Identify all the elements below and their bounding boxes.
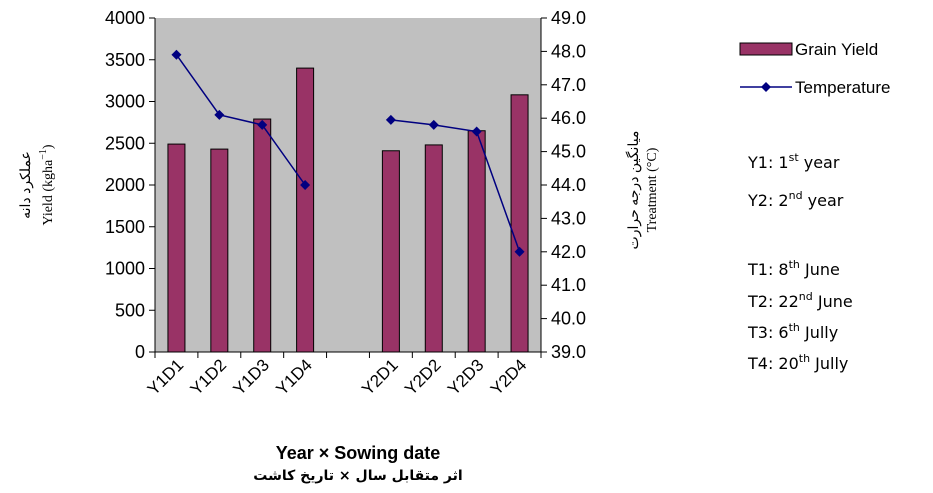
temperature-line-segment <box>390 119 521 253</box>
x-tick-label: Y2D1 <box>358 355 402 399</box>
left-y-tick-label: 3000 <box>105 92 145 112</box>
notes-block: Y1: 1st year Y2: 2nd year T1: 8th June T2: … <box>747 151 853 373</box>
right-y-tick-label: 46.0 <box>551 108 586 128</box>
temperature-point-y1d3 <box>257 119 268 130</box>
right-y-tick-label: 45.0 <box>551 142 586 162</box>
note-line: T4: 20th Jully <box>747 352 848 373</box>
temperature-point-y1d4 <box>300 180 311 190</box>
bar-series-grain-yield <box>167 67 529 353</box>
left-y-tick-label: 4000 <box>105 8 145 28</box>
left-y-tick-label: 2500 <box>105 133 145 153</box>
right-y-tick-label: 39.0 <box>551 342 586 362</box>
x-tick-label: Y2D4 <box>487 355 531 399</box>
line-series-temperature <box>171 49 525 257</box>
x-tick-label: Y1D4 <box>272 355 316 399</box>
right-y-tick-label: 47.0 <box>551 75 586 95</box>
right-y-tick-label: 42.0 <box>551 242 586 262</box>
legend: Grain Yield Temperature <box>739 40 890 97</box>
right-y-tick-label: 41.0 <box>551 275 586 295</box>
bar-y2d4 <box>510 94 529 353</box>
x-tick-label: Y1D1 <box>144 355 188 399</box>
x-tick-label: Y2D2 <box>401 355 445 399</box>
note-line: T3: 6th Jully <box>747 321 838 342</box>
legend-swatch-temperature-marker <box>761 82 771 92</box>
right-y-tick-label: 44.0 <box>551 175 586 195</box>
legend-label-temperature: Temperature <box>795 78 890 97</box>
note-line: T2: 22nd June <box>747 290 853 311</box>
temperature-point-y1d2 <box>214 109 225 120</box>
note-line: Y1: 1st year <box>747 151 840 172</box>
x-axis-title: Year × Sowing date <box>276 443 441 463</box>
right-y-axis-title-fa: میانگین درجه حرارت <box>625 131 642 250</box>
bar-y2d1 <box>381 150 400 353</box>
legend-label-grain-yield: Grain Yield <box>795 40 878 59</box>
temperature-point-y2d2 <box>428 119 439 130</box>
bar-y2d3 <box>467 130 486 353</box>
bar-y1d3 <box>253 118 272 353</box>
temperature-point-y2d4 <box>514 246 525 257</box>
x-axis: Y1D1 Y1D2 Y1D3 Y1D4 Y2D1 Y2D2 Y2D3 Y2D4 <box>144 352 542 399</box>
left-y-tick-label: 0 <box>135 342 145 362</box>
bar-y1d4 <box>296 67 315 353</box>
temperature-point-y2d1 <box>385 114 396 125</box>
left-y-axis: 0 500 1000 1500 2000 2500 3000 3500 4000 <box>105 8 155 362</box>
legend-swatch-grain-yield <box>739 42 793 56</box>
left-y-tick-label: 3500 <box>105 50 145 70</box>
right-y-axis-title: میانگین درجه حرارت Treatment (°C) <box>625 131 660 250</box>
x-tick-label: Y2D3 <box>444 355 488 399</box>
temperature-line-segment <box>175 54 306 186</box>
left-y-axis-title-fa: عملکرد دانه <box>19 151 34 219</box>
left-y-axis-title-en: Yield (kgha−1) <box>38 144 56 225</box>
right-y-axis: 39.0 40.0 41.0 42.0 43.0 44.0 45.0 46.0 47.0 48.0… <box>541 8 586 362</box>
right-y-tick-label: 43.0 <box>551 208 586 228</box>
bar-y2d2 <box>424 144 443 353</box>
x-axis-title-fa: اثر متقابل سال × تاریخ کاشت <box>253 468 462 484</box>
bar-y1d2 <box>210 148 229 353</box>
left-y-tick-label: 2000 <box>105 175 145 195</box>
x-tick-label: Y1D2 <box>187 355 231 399</box>
right-y-tick-label: 49.0 <box>551 8 586 28</box>
bar-y1d1 <box>167 143 186 353</box>
temperature-point-y1d1 <box>171 49 182 60</box>
note-line: T1: 8th June <box>747 258 840 279</box>
right-y-tick-label: 40.0 <box>551 309 586 329</box>
right-y-tick-label: 48.0 <box>551 41 586 61</box>
left-y-tick-label: 1500 <box>105 217 145 237</box>
left-y-tick-label: 500 <box>115 300 145 320</box>
left-y-tick-label: 1000 <box>105 259 145 279</box>
x-tick-label: Y1D3 <box>230 355 274 399</box>
temperature-point-y2d3 <box>471 126 482 137</box>
note-line: Y2: 2nd year <box>747 189 844 210</box>
left-y-axis-title: عملکرد دانه Yield (kgha−1) <box>19 144 56 225</box>
right-y-axis-title-en: Treatment (°C) <box>645 147 660 232</box>
